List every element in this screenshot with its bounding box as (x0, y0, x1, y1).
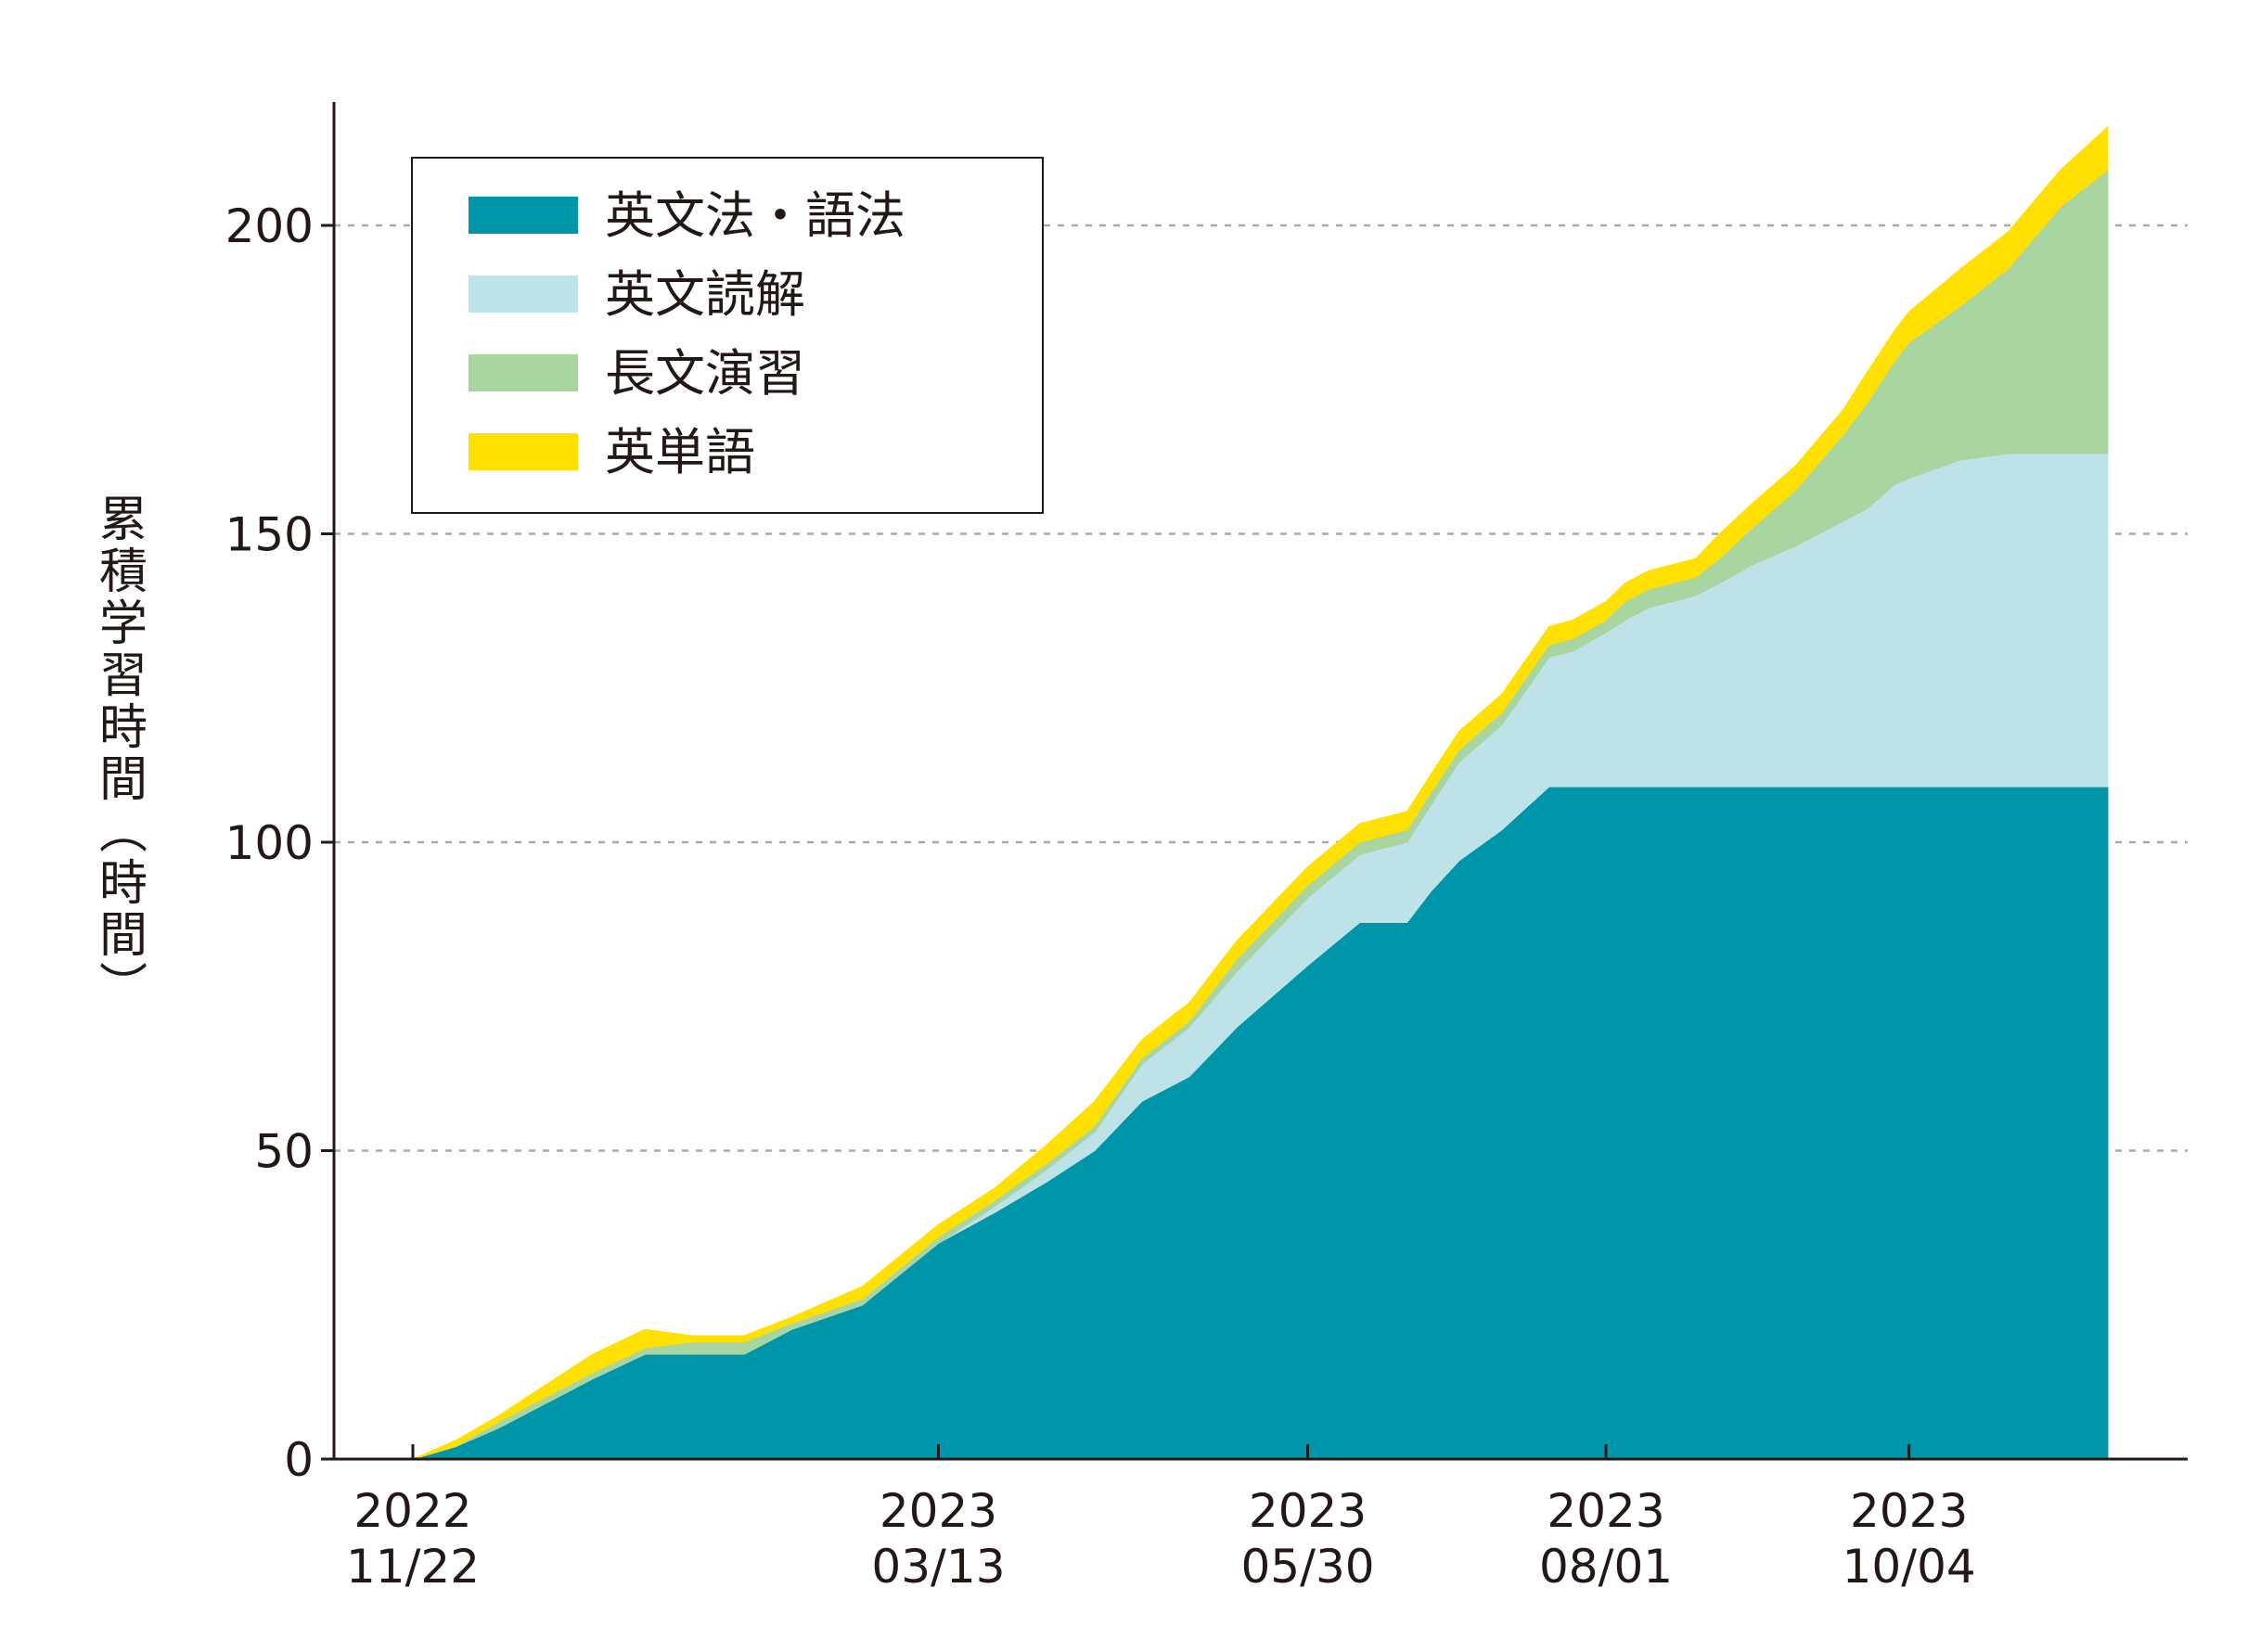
x-tick-label-date: 11/22 (346, 1540, 480, 1594)
x-tick-label-date: 05/30 (1240, 1540, 1374, 1594)
legend-label-2: 英文読解 (605, 265, 805, 324)
legend-swatch-1 (469, 197, 578, 234)
y-axis-label: 累積学習時間︵時間︶ (99, 493, 148, 1016)
x-tick-label-year: 2023 (880, 1484, 997, 1538)
x-tick-label-date: 03/13 (871, 1540, 1005, 1594)
x-tick-label-date: 10/04 (1843, 1540, 1976, 1594)
x-tick-labels: 202211/22202303/13202305/30202308/012023… (346, 1444, 1976, 1594)
legend-label-4: 英単語 (605, 423, 755, 481)
axes (332, 102, 2188, 1461)
legend-label-1: 英文法・語法 (605, 186, 905, 245)
y-tick-label: 0 (284, 1433, 314, 1487)
y-tick-label: 150 (225, 508, 314, 562)
area-series-1 (412, 786, 2109, 1460)
x-tick-label-year: 2022 (353, 1484, 471, 1538)
area-series-4 (412, 125, 2109, 1460)
y-tick-labels: 0 50 100 150 200 (225, 199, 334, 1487)
x-tick-label-date: 08/01 (1539, 1540, 1673, 1594)
y-tick-label: 50 (254, 1125, 314, 1179)
legend-swatch-2 (469, 275, 578, 313)
y-axis-title: 累積学習時間︵時間︶ (99, 493, 148, 1016)
legend-swatch-4 (469, 433, 578, 470)
x-tick-label-year: 2023 (1547, 1484, 1664, 1538)
legend-swatch-3 (469, 354, 578, 391)
x-tick-label-year: 2023 (1249, 1484, 1367, 1538)
x-tick-label-year: 2023 (1850, 1484, 1968, 1538)
y-tick-label: 100 (225, 816, 314, 870)
legend-label-3: 長文演習 (605, 344, 805, 403)
y-tick-label: 200 (225, 199, 314, 253)
